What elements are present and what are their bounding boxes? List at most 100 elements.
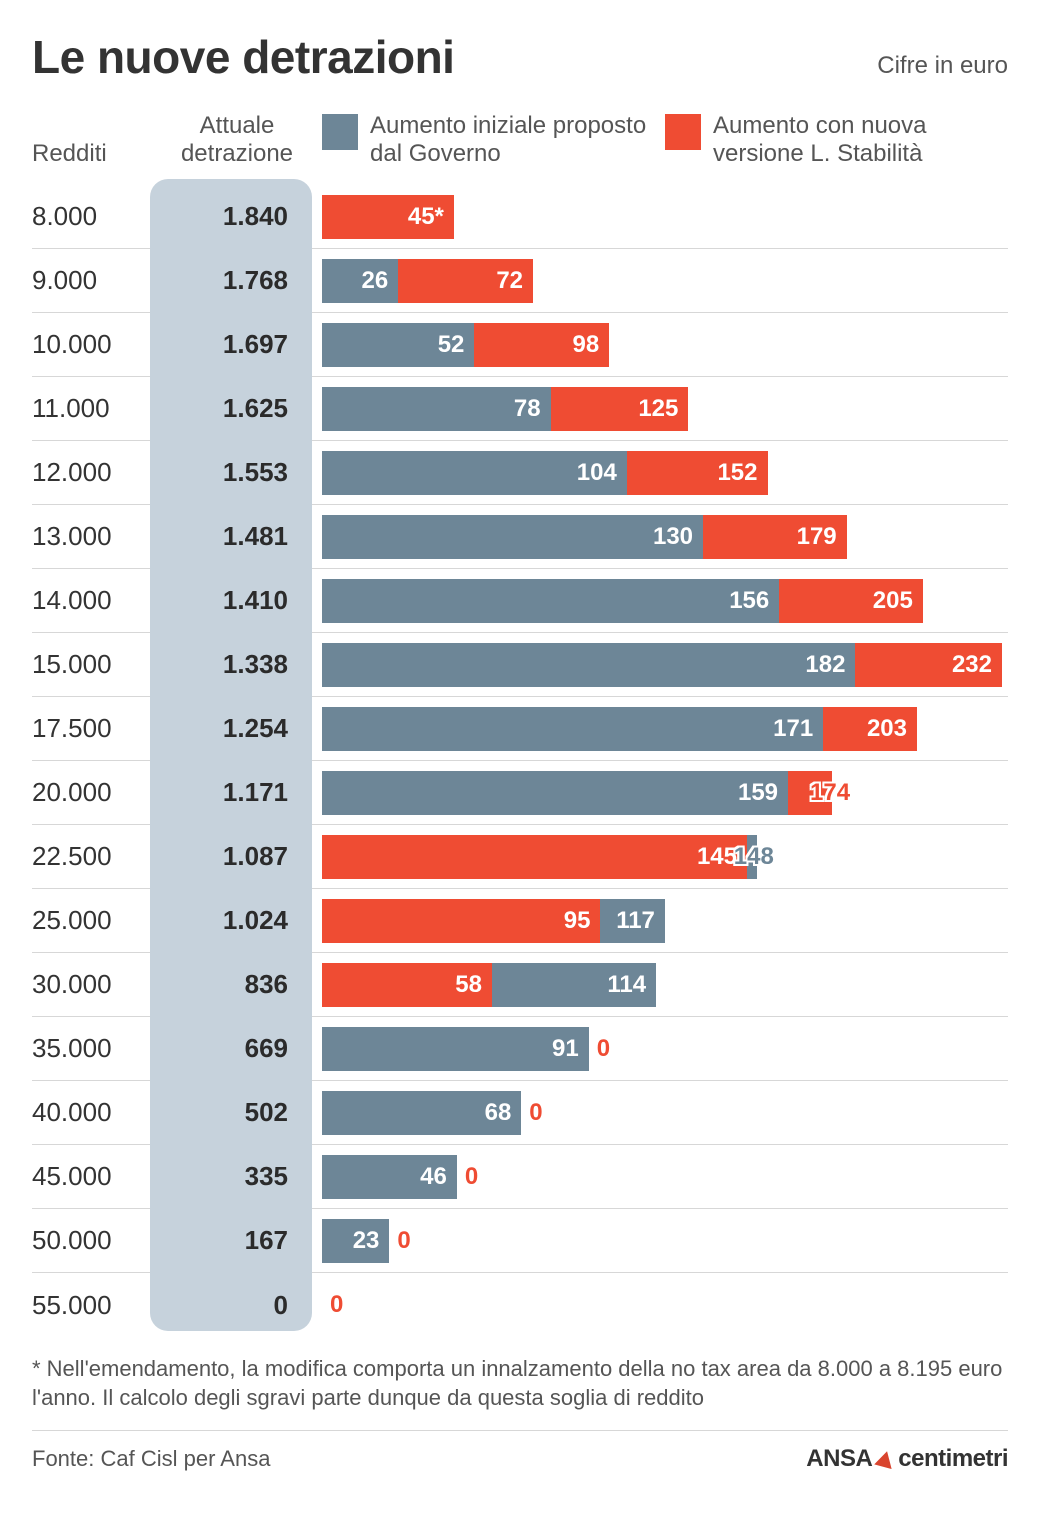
bar-area: 45* [322, 195, 1008, 239]
current-deduction-value: 1.024 [162, 905, 312, 936]
current-deduction-value: 1.481 [162, 521, 312, 552]
value-b-label: 174 [810, 779, 850, 807]
bar-segment-b: 95 [322, 899, 600, 943]
bar-area: 46 0 [322, 1155, 1008, 1199]
current-deduction-value: 1.697 [162, 329, 312, 360]
bar-area: 23 0 [322, 1219, 1008, 1263]
current-deduction-value: 1.553 [162, 457, 312, 488]
income-value: 22.500 [32, 841, 162, 872]
header: Le nuove detrazioni Cifre in euro [32, 30, 1008, 84]
chart: 8.0001.840 45* 9.0001.768 2672 10.0001.697 52… [32, 185, 1008, 1337]
bar-segment-a: 159 [322, 771, 788, 815]
income-value: 40.000 [32, 1097, 162, 1128]
bar-area: 159 174 [322, 771, 1008, 815]
brand-centimetri: centimetri [898, 1445, 1008, 1473]
value-b-label: 0 [330, 1291, 343, 1319]
legend-item-a: Aumento iniziale proposto dal Governo [322, 112, 665, 167]
income-value: 15.000 [32, 649, 162, 680]
income-value: 10.000 [32, 329, 162, 360]
col-header-income: Redditi [32, 114, 162, 168]
income-value: 50.000 [32, 1225, 162, 1256]
current-deduction-value: 1.338 [162, 649, 312, 680]
value-b-label: 0 [597, 1035, 610, 1063]
bar-area: 95117 [322, 899, 1008, 943]
bar-segment-b: 179 [703, 515, 847, 559]
legend-label-b: Aumento con nuova versione L. Stabilità [713, 112, 1008, 167]
bar-segment-a: 26 [322, 259, 398, 303]
current-deduction-value: 669 [162, 1033, 312, 1064]
current-deduction-value: 167 [162, 1225, 312, 1256]
bar-segment-b: 232 [855, 643, 1002, 687]
bar-segment-b: 152 [627, 451, 768, 495]
bar-segment-a: 156 [322, 579, 779, 623]
income-value: 25.000 [32, 905, 162, 936]
footnote: * Nell'emendamento, la modifica comporta… [32, 1355, 1008, 1431]
current-deduction-value: 1.087 [162, 841, 312, 872]
bar-area: 2672 [322, 259, 1008, 303]
current-deduction-value: 836 [162, 969, 312, 1000]
income-value: 8.000 [32, 201, 162, 232]
bar-segment-a: 117 [600, 899, 664, 943]
current-deduction-value: 1.171 [162, 777, 312, 808]
bar-segment-a: 130 [322, 515, 703, 559]
income-value: 30.000 [32, 969, 162, 1000]
bar-segment-a: 68 [322, 1091, 521, 1135]
brand-ansa: ANSA [806, 1445, 872, 1473]
legend-item-b: Aumento con nuova versione L. Stabilità [665, 112, 1008, 167]
current-deduction-value: 1.625 [162, 393, 312, 424]
bar-area: 130179 [322, 515, 1008, 559]
income-value: 14.000 [32, 585, 162, 616]
brand: ANSA centimetri [806, 1445, 1008, 1473]
income-value: 35.000 [32, 1033, 162, 1064]
col-header-current: Attuale detrazione [162, 112, 312, 167]
bar-segment-a: 171 [322, 707, 823, 751]
current-deduction-value: 1.768 [162, 265, 312, 296]
current-deduction-value: 1.840 [162, 201, 312, 232]
bar-area: 145148 [322, 835, 1008, 879]
bar-segment-a: 91 [322, 1027, 589, 1071]
bar-segment-a: 78 [322, 387, 551, 431]
bar-segment-a: 104 [322, 451, 627, 495]
current-deduction-value: 1.254 [162, 713, 312, 744]
bar-segment-b: 98 [474, 323, 609, 367]
current-deduction-value: 1.410 [162, 585, 312, 616]
value-b-label: 0 [529, 1099, 542, 1127]
bar-area: 0 [322, 1283, 1008, 1327]
bar-area: 156205 [322, 579, 1008, 623]
value-b-label: 0 [465, 1163, 478, 1191]
bar-segment-b: 205 [779, 579, 923, 623]
income-value: 9.000 [32, 265, 162, 296]
bar-area: 5298 [322, 323, 1008, 367]
legend-swatch-b [665, 114, 701, 150]
bar-segment-a: 23 [322, 1219, 389, 1263]
bar-segment-b: 203 [823, 707, 917, 751]
unit-label: Cifre in euro [877, 52, 1008, 80]
footer: Fonte: Caf Cisl per Ansa ANSA centimetri [32, 1445, 1008, 1473]
bar-area: 68 0 [322, 1091, 1008, 1135]
income-value: 17.500 [32, 713, 162, 744]
source-label: Fonte: Caf Cisl per Ansa [32, 1446, 270, 1472]
bar-area: 182232 [322, 643, 1008, 687]
legend-label-a: Aumento iniziale proposto dal Governo [370, 112, 665, 167]
bar-segment-b: 125 [551, 387, 689, 431]
bar-segment-b: 145 [322, 835, 747, 879]
value-a-label: 148 [734, 843, 774, 871]
bar-area: 58114 [322, 963, 1008, 1007]
legend: Aumento iniziale proposto dal Governo Au… [312, 112, 1008, 167]
income-value: 55.000 [32, 1290, 162, 1321]
bar-area: 171203 [322, 707, 1008, 751]
bar-segment-b: 58 [322, 963, 492, 1007]
value-b-label: 0 [397, 1227, 410, 1255]
income-value: 12.000 [32, 457, 162, 488]
current-deduction-value: 0 [162, 1290, 312, 1321]
bar-segment-a: 114 [492, 963, 656, 1007]
bar-segment-a: 46 [322, 1155, 457, 1199]
bar-segment-a: 182 [322, 643, 855, 687]
bar-segment-a: 52 [322, 323, 474, 367]
bar-area: 78125 [322, 387, 1008, 431]
page-title: Le nuove detrazioni [32, 30, 454, 84]
income-value: 13.000 [32, 521, 162, 552]
income-value: 11.000 [32, 393, 162, 424]
bar-area: 104152 [322, 451, 1008, 495]
current-deduction-value: 335 [162, 1161, 312, 1192]
